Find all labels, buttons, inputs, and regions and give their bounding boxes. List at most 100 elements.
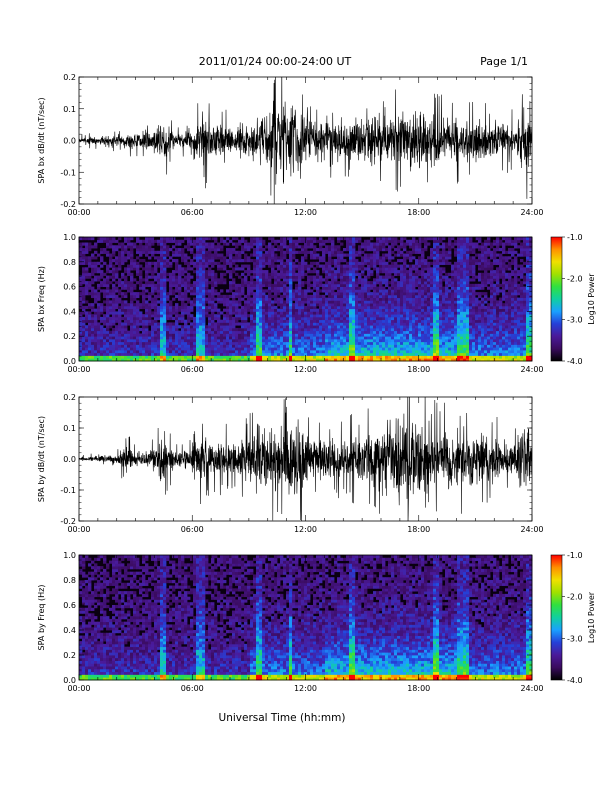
spectrogram-cell — [175, 305, 179, 310]
spectrogram-cell — [403, 242, 407, 246]
spectrogram-cell — [205, 286, 209, 290]
spectrogram-cell — [262, 256, 266, 260]
spectrogram-cell — [283, 237, 287, 241]
spectrogram-cell — [82, 300, 86, 304]
spectrogram-cell — [127, 314, 131, 318]
spectrogram-cell — [199, 283, 203, 287]
spectrogram-cell — [262, 259, 266, 263]
spectrogram-cell — [382, 261, 386, 265]
spectrogram-cell — [418, 289, 422, 293]
spectrogram-cell — [358, 303, 362, 307]
spectrogram-cell — [391, 267, 395, 271]
spectrogram-cell — [91, 272, 95, 276]
spectrogram-cell — [325, 311, 329, 315]
spectrogram-cell — [178, 347, 182, 351]
spectrogram-cell — [85, 256, 89, 260]
spectrogram-cell — [373, 347, 377, 351]
spectrogram-cell — [358, 344, 362, 348]
spectrogram-cell — [133, 311, 137, 315]
spectrogram-cell — [325, 314, 329, 318]
spectrogram-cell — [364, 325, 368, 329]
spectrogram-cell — [385, 270, 389, 274]
spectrogram-cell — [304, 294, 308, 299]
spectrogram-cell — [433, 344, 437, 348]
spectrogram-cell — [265, 245, 269, 249]
spectrogram-cell — [94, 297, 98, 301]
spectrogram-cell — [166, 311, 170, 315]
spectrogram-cell — [160, 308, 164, 312]
spectrogram-cell — [175, 336, 179, 340]
spectrogram-cell — [436, 261, 440, 265]
spectrogram-cell — [313, 325, 317, 329]
spectrogram-cell — [397, 292, 401, 296]
spectrogram-cell — [199, 303, 203, 307]
spectrogram-cell — [298, 250, 302, 254]
spectrogram-cell — [394, 319, 398, 323]
spectrogram-cell — [310, 355, 314, 359]
spectrogram-cell — [316, 275, 320, 279]
spectrogram-cell — [274, 275, 278, 279]
spectrogram-cell — [253, 297, 257, 301]
spectrogram-cell — [112, 294, 116, 299]
spectrogram-cell — [373, 261, 377, 265]
spectrogram-cell — [370, 336, 374, 340]
spectrogram-cell — [160, 341, 164, 345]
spectrogram-cell — [406, 333, 410, 337]
spectrogram-cell — [79, 349, 83, 354]
spectrogram-cell — [253, 267, 257, 271]
spectrogram-cell — [358, 278, 362, 282]
spectrogram-cell — [253, 311, 257, 315]
spectrogram-cell — [169, 358, 173, 362]
spectrogram-cell — [124, 338, 128, 343]
spectrogram-cell — [187, 327, 191, 332]
spectrogram-cell — [226, 341, 230, 345]
spectrogram-cell — [349, 237, 353, 241]
spectrogram-cell — [124, 344, 128, 348]
spectrogram-cell — [127, 264, 131, 268]
spectrogram-cell — [253, 330, 257, 334]
spectrogram-cell — [118, 259, 122, 263]
spectrogram-cell — [205, 253, 209, 257]
spectrogram-cell — [235, 347, 239, 351]
spectrogram-cell — [268, 264, 272, 268]
spectrogram-cell — [355, 327, 359, 332]
spectrogram-cell — [412, 311, 416, 315]
spectrogram-cell — [160, 325, 164, 329]
spectrogram-cell — [415, 283, 419, 287]
spectrogram-cell — [394, 286, 398, 290]
spectrogram-cell — [208, 352, 212, 356]
spectrogram-cell — [421, 250, 425, 254]
spectrogram-cell — [376, 253, 380, 257]
spectrogram-cell — [190, 308, 194, 312]
spectrogram-cell — [448, 325, 452, 329]
spectrogram-cell — [166, 297, 170, 301]
spectrogram-cell — [97, 292, 101, 296]
spectrogram-cell — [148, 237, 152, 241]
spectrogram-cell — [220, 259, 224, 263]
spectrogram-cell — [145, 314, 149, 318]
spectrogram-cell — [379, 325, 383, 329]
spectrogram-cell — [364, 253, 368, 257]
spectrogram-cell — [448, 347, 452, 351]
spectrogram-cell — [178, 242, 182, 246]
spectrogram-cell — [211, 256, 215, 260]
spectrogram-cell — [208, 261, 212, 265]
spectrogram-cell — [373, 297, 377, 301]
spectrogram-cell — [292, 267, 296, 271]
spectrogram-cell — [157, 330, 161, 334]
spectrogram-cell — [301, 275, 305, 279]
spectrogram-cell — [349, 272, 353, 276]
spectrogram-cell — [412, 248, 416, 252]
spectrogram-cell — [385, 253, 389, 257]
spectrogram-cell — [115, 248, 119, 252]
spectrogram-cell — [289, 292, 293, 296]
spectrogram-cell — [187, 355, 191, 359]
spectrogram-cell — [133, 322, 137, 326]
spectrogram-cell — [376, 261, 380, 265]
spectrogram-cell — [106, 250, 110, 254]
spectrogram-cell — [247, 325, 251, 329]
spectrogram-cell — [331, 352, 335, 356]
spectrogram-cell — [139, 311, 143, 315]
spectrogram-cell — [448, 314, 452, 318]
spectrogram-cell — [400, 336, 404, 340]
